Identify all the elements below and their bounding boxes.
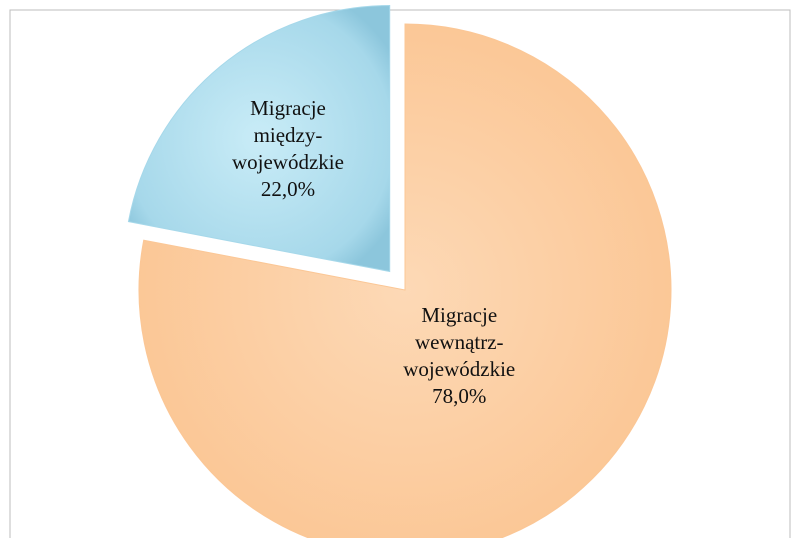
pie-slice bbox=[127, 5, 391, 273]
category-label: Migracje między-wojewódzkie bbox=[231, 95, 344, 174]
slice-label: Migracje wewnątrz-wojewódzkie 78,0% bbox=[379, 302, 539, 410]
frame bbox=[9, 9, 791, 538]
pie-slice bbox=[138, 23, 672, 538]
slice-label: Migracje między-wojewódzkie 22,0% bbox=[228, 95, 348, 203]
value-label: 22,0% bbox=[260, 176, 316, 201]
value-label: 78,0% bbox=[432, 383, 487, 408]
category-label: Migracje wewnątrz-wojewódzkie bbox=[403, 302, 516, 381]
